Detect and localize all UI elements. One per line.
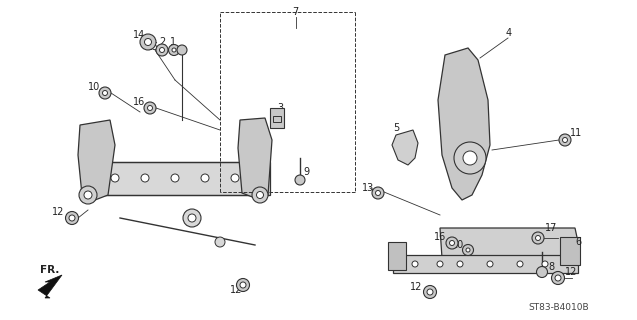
Circle shape bbox=[148, 106, 152, 110]
Circle shape bbox=[372, 187, 384, 199]
Text: 14: 14 bbox=[133, 30, 145, 40]
Circle shape bbox=[177, 45, 187, 55]
Bar bbox=[270, 108, 284, 128]
Circle shape bbox=[183, 209, 201, 227]
Text: 12: 12 bbox=[52, 207, 64, 217]
Circle shape bbox=[188, 214, 196, 222]
Circle shape bbox=[99, 87, 111, 99]
Circle shape bbox=[231, 174, 239, 182]
Circle shape bbox=[562, 138, 568, 142]
Text: 12: 12 bbox=[410, 282, 422, 292]
Text: 13: 13 bbox=[362, 183, 375, 193]
Text: 8: 8 bbox=[548, 262, 554, 272]
Circle shape bbox=[437, 261, 443, 267]
Circle shape bbox=[536, 267, 547, 277]
Circle shape bbox=[144, 102, 156, 114]
Circle shape bbox=[141, 174, 149, 182]
Bar bbox=[85, 162, 270, 195]
Text: 10: 10 bbox=[88, 82, 100, 92]
Text: 3: 3 bbox=[277, 103, 283, 113]
Text: 12: 12 bbox=[230, 285, 242, 295]
Text: 10: 10 bbox=[452, 240, 464, 250]
Circle shape bbox=[169, 44, 180, 55]
Circle shape bbox=[466, 248, 470, 252]
Text: 2: 2 bbox=[159, 37, 165, 47]
Circle shape bbox=[156, 44, 168, 56]
Circle shape bbox=[145, 38, 152, 45]
Polygon shape bbox=[440, 228, 578, 258]
Circle shape bbox=[252, 187, 268, 203]
Circle shape bbox=[542, 261, 548, 267]
Circle shape bbox=[552, 271, 564, 284]
Text: 7: 7 bbox=[292, 7, 298, 17]
Circle shape bbox=[487, 261, 493, 267]
Text: 11: 11 bbox=[570, 128, 582, 138]
Text: 1: 1 bbox=[170, 37, 176, 47]
Circle shape bbox=[559, 134, 571, 146]
Circle shape bbox=[517, 261, 523, 267]
Text: 16: 16 bbox=[133, 97, 145, 107]
Polygon shape bbox=[78, 120, 115, 200]
Text: 16: 16 bbox=[434, 232, 447, 242]
Circle shape bbox=[111, 174, 119, 182]
Text: FR.: FR. bbox=[40, 265, 60, 275]
Circle shape bbox=[236, 278, 250, 292]
Circle shape bbox=[140, 34, 156, 50]
Circle shape bbox=[555, 275, 561, 281]
Circle shape bbox=[66, 212, 78, 225]
Text: 9: 9 bbox=[303, 167, 309, 177]
Circle shape bbox=[463, 151, 477, 165]
Polygon shape bbox=[392, 130, 418, 165]
Text: 4: 4 bbox=[506, 28, 512, 38]
Bar bbox=[560, 237, 580, 265]
Text: 17: 17 bbox=[545, 223, 557, 233]
Circle shape bbox=[532, 232, 544, 244]
Circle shape bbox=[79, 186, 97, 204]
Circle shape bbox=[240, 282, 246, 288]
Circle shape bbox=[103, 91, 108, 95]
Circle shape bbox=[454, 142, 486, 174]
Text: 5: 5 bbox=[393, 123, 399, 133]
Text: ST83-B4010B: ST83-B4010B bbox=[528, 303, 589, 313]
Circle shape bbox=[201, 174, 209, 182]
Text: 12: 12 bbox=[565, 267, 577, 277]
Circle shape bbox=[427, 289, 433, 295]
Bar bbox=[388, 242, 406, 270]
Circle shape bbox=[215, 237, 225, 247]
Bar bbox=[273, 116, 281, 122]
Circle shape bbox=[257, 191, 264, 198]
Circle shape bbox=[412, 261, 418, 267]
Circle shape bbox=[171, 174, 179, 182]
Circle shape bbox=[457, 261, 463, 267]
Circle shape bbox=[424, 285, 436, 299]
Circle shape bbox=[84, 191, 92, 199]
Circle shape bbox=[536, 236, 541, 241]
Circle shape bbox=[69, 215, 75, 221]
Polygon shape bbox=[238, 118, 272, 198]
Circle shape bbox=[375, 190, 380, 196]
Circle shape bbox=[172, 48, 176, 52]
Text: 6: 6 bbox=[575, 237, 581, 247]
Text: 15: 15 bbox=[147, 42, 159, 52]
Bar bbox=[393, 255, 578, 273]
Circle shape bbox=[295, 175, 305, 185]
Circle shape bbox=[450, 241, 455, 245]
Circle shape bbox=[159, 47, 164, 52]
Polygon shape bbox=[438, 48, 490, 200]
Circle shape bbox=[446, 237, 458, 249]
Circle shape bbox=[462, 244, 473, 255]
Polygon shape bbox=[38, 275, 62, 298]
